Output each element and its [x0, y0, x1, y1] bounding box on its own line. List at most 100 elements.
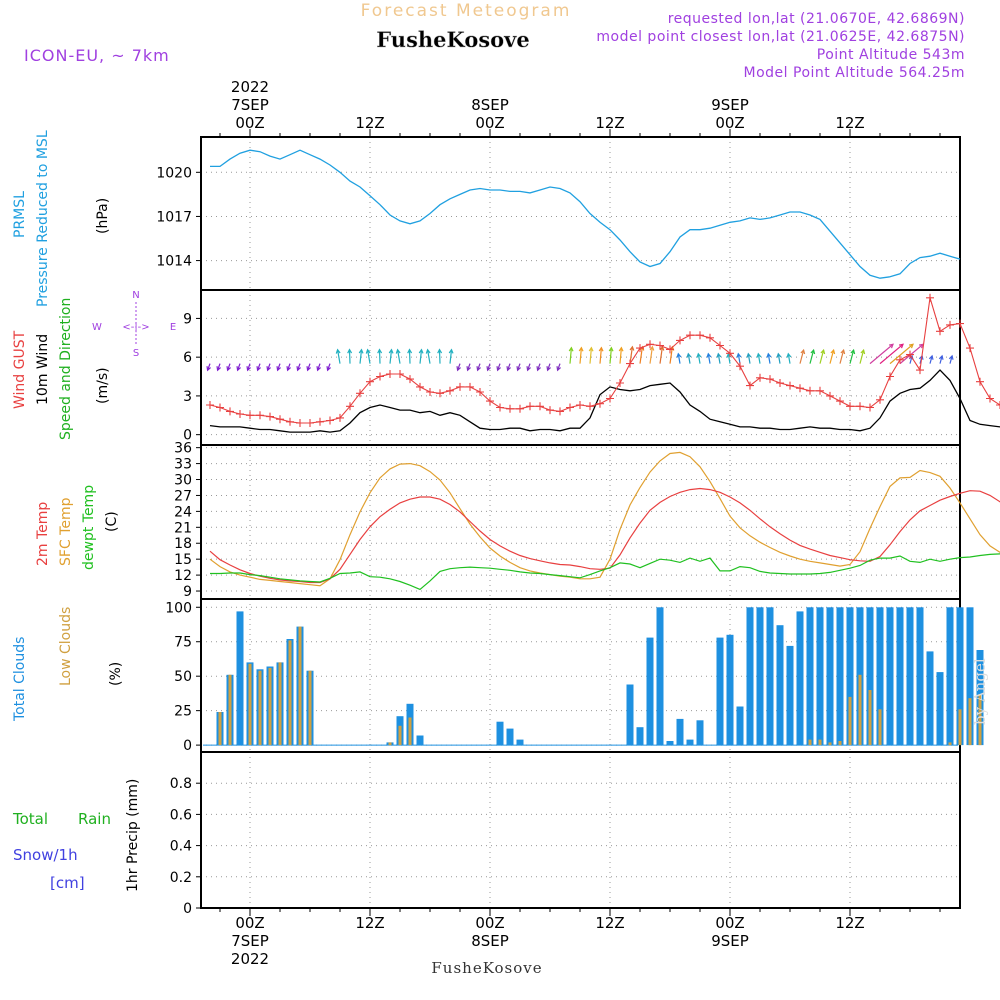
- wind-gust-marker: [836, 397, 844, 406]
- wind-arrow-head: [928, 354, 934, 360]
- total-clouds-bar: [416, 735, 424, 746]
- compass-east: E: [170, 322, 176, 333]
- wind-arrow-head: [908, 343, 914, 349]
- low-clouds-bar: [398, 725, 402, 746]
- pressure-unit-label: (hPa): [95, 198, 111, 234]
- wind-direction-arrow: [419, 349, 423, 364]
- time-label-bottom: 12Z: [355, 914, 384, 932]
- wind-gust-marker: [796, 384, 804, 393]
- wind-direction-arrow: [359, 349, 363, 364]
- wind-gust-marker: [486, 397, 494, 406]
- wind-direction-arrow: [438, 349, 441, 364]
- low-clouds-bar: [978, 694, 982, 746]
- total-clouds-bar: [956, 607, 964, 746]
- wind-arrow-head: [266, 366, 271, 372]
- wind-direction-arrow: [747, 353, 751, 364]
- time-label-top: 00Z: [475, 114, 504, 132]
- panel-frame: [200, 751, 961, 909]
- wind-direction-arrow: [378, 349, 381, 364]
- wind-gust-marker: [566, 403, 574, 412]
- panel-frame: [200, 444, 961, 600]
- wind-speed-line: [209, 369, 1000, 433]
- time-label-top: 00Z: [715, 114, 744, 132]
- low-clouds-bar: [848, 696, 852, 746]
- wind-arrow-head: [746, 352, 752, 358]
- wind-gust-marker: [386, 370, 394, 378]
- requested-coords: requested lon,lat (21.0670E, 42.6869N): [668, 11, 965, 27]
- wind-arrow-head: [456, 366, 461, 372]
- wind-arrow-head: [506, 366, 511, 372]
- wind-gust-marker: [366, 377, 374, 386]
- wind-arrow-head: [226, 366, 231, 372]
- time-label-top: 7SEP: [231, 96, 269, 114]
- total-clouds-bar: [906, 607, 914, 746]
- time-label-bottom: 2022: [231, 950, 269, 968]
- wind-gust-marker: [876, 395, 884, 404]
- low-clouds-bar: [838, 741, 842, 746]
- wind-arrow-head: [860, 348, 866, 355]
- wind-direction-arrow: [609, 347, 612, 364]
- low-clouds-bar: [228, 674, 232, 746]
- precip-unit-label: 1hr Precip (mm): [125, 779, 141, 892]
- wind-arrow-head: [216, 366, 221, 372]
- total-clouds-bar: [696, 720, 704, 746]
- wind-gust-marker: [396, 370, 404, 378]
- wind-direction-arrow: [787, 353, 791, 364]
- wind-gust-marker: [356, 389, 364, 398]
- low-clouds-bar: [828, 742, 832, 746]
- low-clouds-bar: [388, 742, 392, 746]
- low-clouds-bar: [308, 670, 312, 746]
- y-tick-label: 24: [174, 504, 192, 520]
- wind-direction-arrow: [337, 349, 341, 364]
- wind-gust-marker: [726, 349, 734, 358]
- total-clouds-bar: [656, 607, 664, 746]
- total-clouds-bar: [866, 607, 874, 746]
- panel-frame: [200, 289, 961, 446]
- wind-gust-marker: [296, 419, 304, 427]
- wind-gust-marker: [756, 373, 764, 382]
- wind-arrow-head: [568, 346, 574, 352]
- wind-gust-marker: [786, 381, 794, 390]
- wind-arrow-head: [486, 366, 491, 372]
- wind-gust-marker: [886, 372, 894, 381]
- wind-arrow-head: [206, 366, 211, 372]
- wind-gust-line: [209, 297, 1000, 424]
- total-clouds-bar: [886, 607, 894, 746]
- wind-direction-arrow: [819, 349, 825, 364]
- wind-10m-label: 10m Wind: [35, 334, 51, 405]
- y-tick-label: 100: [165, 600, 192, 616]
- low-clouds-bar: [858, 674, 862, 746]
- total-clouds-bar: [236, 611, 244, 746]
- meteogram-title: Forecast Meteogram: [361, 1, 572, 21]
- total-clouds-bar: [726, 634, 734, 746]
- watermark: by Angel: [971, 658, 989, 725]
- total-clouds-bar: [836, 607, 844, 746]
- wind-direction-arrow: [929, 355, 933, 364]
- wind-direction-arrow: [879, 343, 904, 365]
- wind-arrow-head: [516, 366, 521, 372]
- wind-gust-marker: [976, 377, 984, 386]
- wind-arrow-head: [276, 366, 281, 372]
- wind-arrow-head: [246, 366, 251, 372]
- time-label-top: 9SEP: [711, 96, 749, 114]
- wind-gust-marker: [806, 386, 814, 395]
- wind-direction-arrow: [659, 346, 663, 364]
- total-clouds-bar: [876, 607, 884, 746]
- wind-gust-marker: [436, 389, 444, 398]
- total-clouds-bar: [496, 721, 504, 746]
- wind-direction-arrow: [427, 349, 431, 364]
- total-clouds-bar: [646, 637, 654, 746]
- wind-gust-marker: [766, 375, 774, 384]
- total-clouds-bar: [756, 607, 764, 746]
- total-clouds-bar: [766, 607, 774, 746]
- wind-arrow-head: [466, 366, 471, 372]
- y-tick-label: 21: [174, 520, 192, 536]
- wind-direction-arrow: [579, 347, 582, 364]
- t2m-series-line: [209, 487, 1000, 584]
- wind-arrow-head: [686, 352, 692, 358]
- time-label-top: 00Z: [235, 114, 264, 132]
- panel-frame: [200, 598, 961, 753]
- wind-arrow-head: [918, 343, 924, 349]
- wind-gust-marker: [226, 407, 234, 416]
